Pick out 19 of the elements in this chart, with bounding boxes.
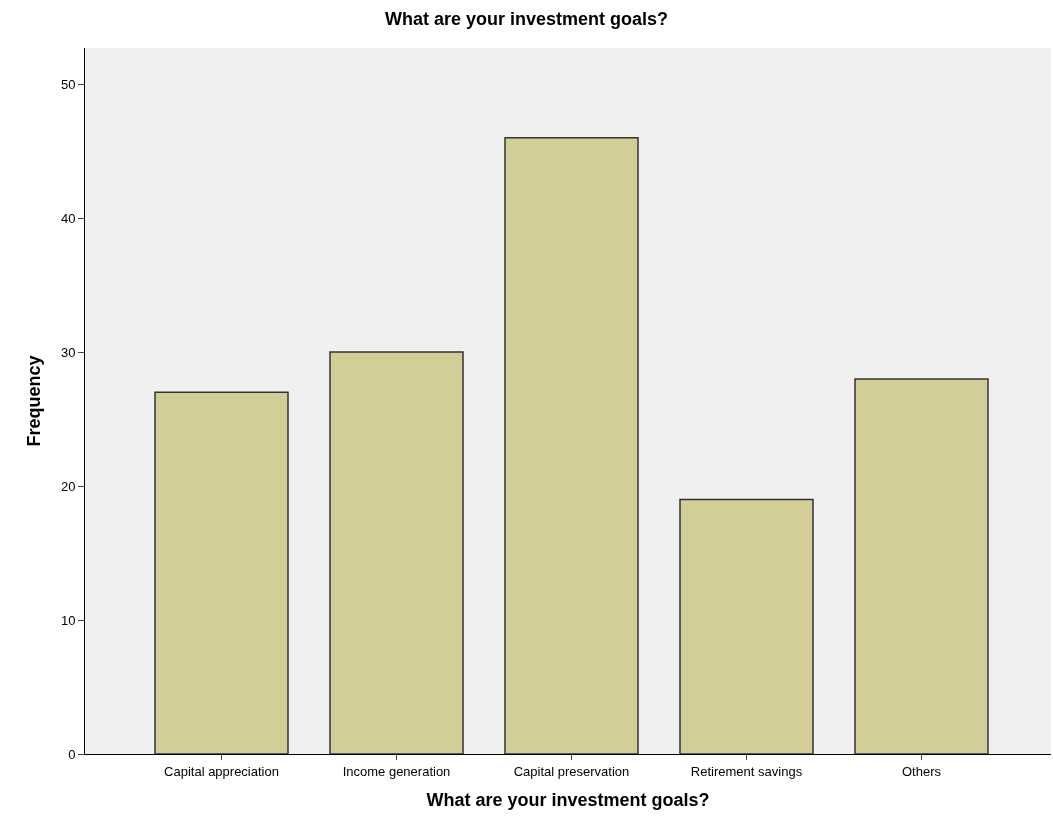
bar [504, 137, 639, 754]
y-axis-title: Frequency [24, 355, 45, 447]
y-tick-label: 50 [60, 76, 76, 92]
bar [329, 351, 464, 754]
bar [154, 391, 289, 754]
bar [679, 498, 814, 754]
y-tick-label: 0 [68, 746, 76, 762]
y-tick-label: 30 [60, 344, 76, 360]
bar [854, 378, 989, 754]
x-tick-label: Capital preservation [513, 763, 630, 779]
y-tick-label: 20 [60, 478, 76, 494]
x-tick-label: Others [901, 763, 942, 779]
y-tick-label: 40 [60, 210, 76, 226]
x-tick-label: Income generation [342, 763, 451, 779]
chart-title: What are your investment goals? [384, 9, 669, 30]
y-tick-label: 10 [60, 612, 76, 628]
x-tick-label: Capital appreciation [164, 763, 279, 779]
x-tick-label: Retirement savings [690, 763, 803, 779]
x-axis-title: What are your investment goals? [426, 789, 710, 810]
